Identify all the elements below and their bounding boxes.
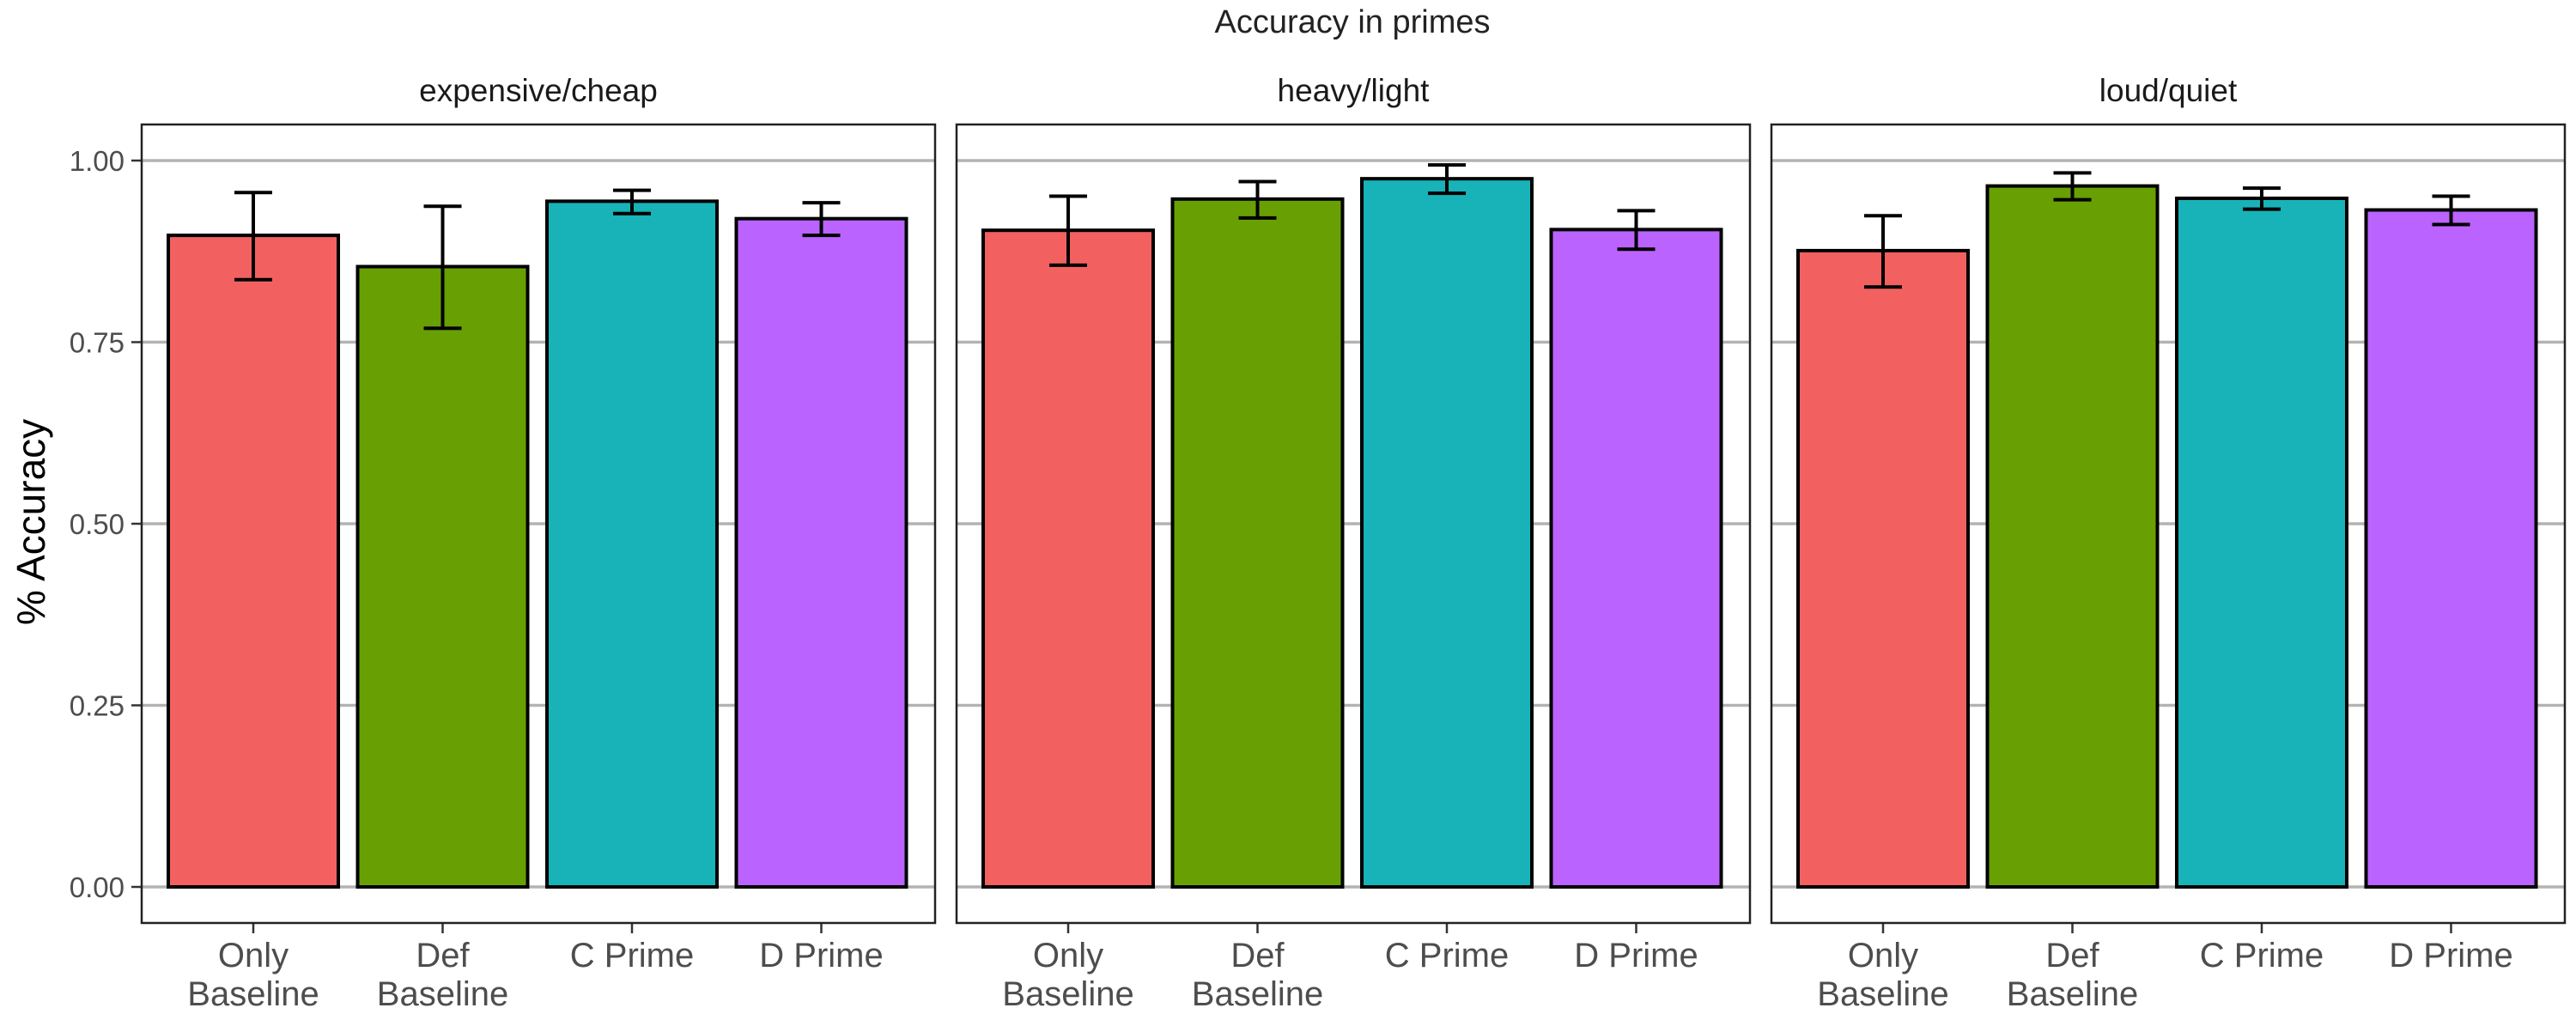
- bar: [2364, 208, 2538, 889]
- x-tick-label: C Prime: [570, 937, 694, 974]
- facet-label: expensive/cheap: [419, 73, 658, 108]
- bar: [1985, 184, 2160, 889]
- facet-panel-frame: [955, 123, 1752, 925]
- facet-label: loud/quiet: [2099, 73, 2238, 108]
- bar: [981, 228, 1155, 889]
- y-tick-label: 0.75: [70, 327, 125, 359]
- y-axis-label: % Accuracy: [9, 419, 53, 625]
- x-tick-label: D Prime: [1574, 937, 1698, 974]
- facet-label: heavy/light: [1278, 73, 1431, 108]
- y-tick-label: 1.00: [70, 145, 125, 177]
- x-tick-label: D Prime: [759, 937, 883, 974]
- x-tick-label: D Prime: [2389, 937, 2512, 974]
- bar: [2175, 196, 2348, 889]
- bar: [1796, 248, 1970, 889]
- x-tick-label: Only Baseline: [187, 937, 319, 1013]
- chart-title: Accuracy in primes: [1215, 4, 1491, 40]
- bar: [167, 234, 340, 889]
- y-tick-label: 0.50: [70, 508, 125, 540]
- facet-panel-frame: [1770, 123, 2567, 925]
- bar: [734, 216, 908, 889]
- bar: [355, 264, 530, 889]
- x-tick-label: Def Baseline: [377, 937, 508, 1013]
- bar: [1549, 228, 1723, 889]
- bar: [1360, 177, 1534, 889]
- bar: [545, 199, 719, 889]
- y-tick-label: 0.25: [70, 690, 125, 722]
- x-tick-label: Def Baseline: [1192, 937, 1323, 1013]
- x-tick-label: Only Baseline: [1817, 937, 1948, 1013]
- x-tick-label: Def Baseline: [2007, 937, 2138, 1013]
- plot-layer: 0.00 0.25 0.50 0.75 1.00 expensive/cheap Only B…: [70, 73, 2567, 1013]
- bar: [1170, 197, 1345, 889]
- y-tick-label: 0.00: [70, 871, 125, 903]
- x-tick-label: C Prime: [1385, 937, 1509, 974]
- x-tick-label: Only Baseline: [1002, 937, 1133, 1013]
- x-tick-label: C Prime: [2200, 937, 2324, 974]
- facet-panel-frame: [140, 123, 937, 925]
